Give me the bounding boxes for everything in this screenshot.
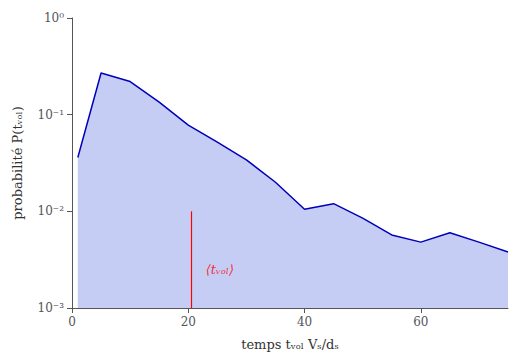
svg-text:temps tᵥₒₗ Vₛ/dₛ: temps tᵥₒₗ Vₛ/dₛ bbox=[241, 337, 339, 352]
svg-text:10⁻³: 10⁻³ bbox=[38, 301, 65, 315]
svg-text:0: 0 bbox=[68, 315, 76, 329]
svg-text:40: 40 bbox=[297, 315, 312, 329]
svg-text:⟨tᵥₒₗ⟩: ⟨tᵥₒₗ⟩ bbox=[206, 262, 234, 277]
svg-text:probabilité P(tᵥₒₗ): probabilité P(tᵥₒₗ) bbox=[10, 106, 25, 219]
svg-text:10⁻¹: 10⁻¹ bbox=[38, 108, 64, 122]
svg-text:60: 60 bbox=[413, 315, 428, 329]
svg-text:10⁰: 10⁰ bbox=[44, 11, 64, 25]
svg-text:20: 20 bbox=[181, 315, 196, 329]
svg-text:10⁻²: 10⁻² bbox=[38, 204, 65, 218]
